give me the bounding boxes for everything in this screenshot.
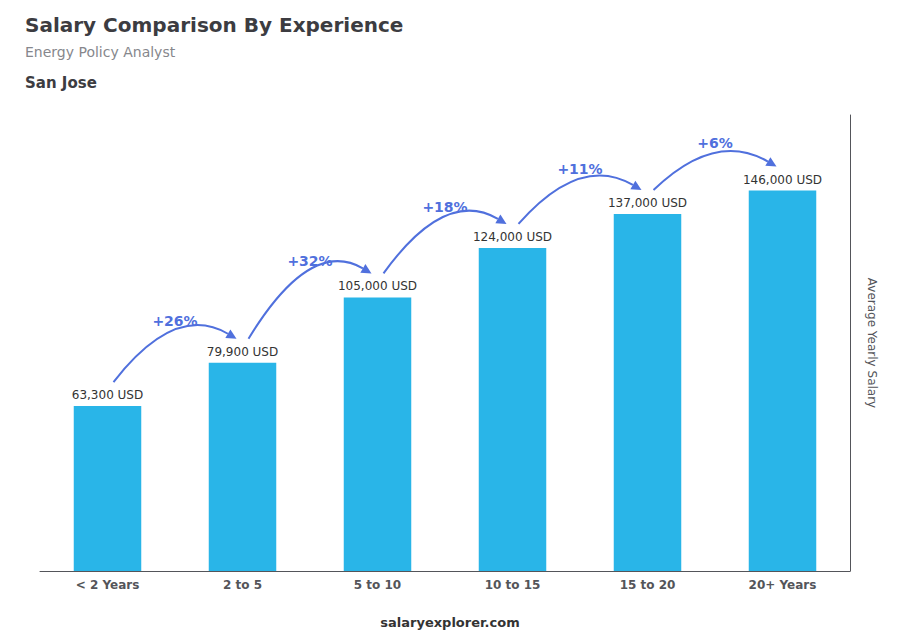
svg-text:Average Yearly Salary: Average Yearly Salary: [865, 278, 879, 408]
svg-text:63,300 USD: 63,300 USD: [72, 388, 143, 402]
svg-text:146,000 USD: 146,000 USD: [743, 173, 822, 187]
svg-text:15 to 20: 15 to 20: [620, 578, 676, 592]
svg-text:20+ Years: 20+ Years: [749, 578, 817, 592]
svg-text:Energy Policy Analyst: Energy Policy Analyst: [25, 44, 176, 60]
svg-text:79,900 USD: 79,900 USD: [207, 345, 278, 359]
svg-text:salaryexplorer.com: salaryexplorer.com: [380, 615, 519, 630]
svg-text:10 to 15: 10 to 15: [485, 578, 541, 592]
svg-text:137,000 USD: 137,000 USD: [608, 196, 687, 210]
svg-text:5 to 10: 5 to 10: [354, 578, 401, 592]
svg-text:105,000 USD: 105,000 USD: [338, 279, 417, 293]
svg-text:2 to 5: 2 to 5: [223, 578, 262, 592]
svg-text:+32%: +32%: [287, 253, 332, 269]
svg-text:+18%: +18%: [422, 199, 467, 215]
svg-text:San Jose: San Jose: [25, 74, 97, 92]
svg-text:Salary Comparison By Experienc: Salary Comparison By Experience: [25, 13, 403, 37]
svg-text:< 2 Years: < 2 Years: [76, 578, 140, 592]
svg-text:+11%: +11%: [557, 161, 602, 177]
svg-text:124,000 USD: 124,000 USD: [473, 230, 552, 244]
svg-text:+6%: +6%: [697, 135, 733, 151]
svg-text:+26%: +26%: [152, 313, 197, 329]
